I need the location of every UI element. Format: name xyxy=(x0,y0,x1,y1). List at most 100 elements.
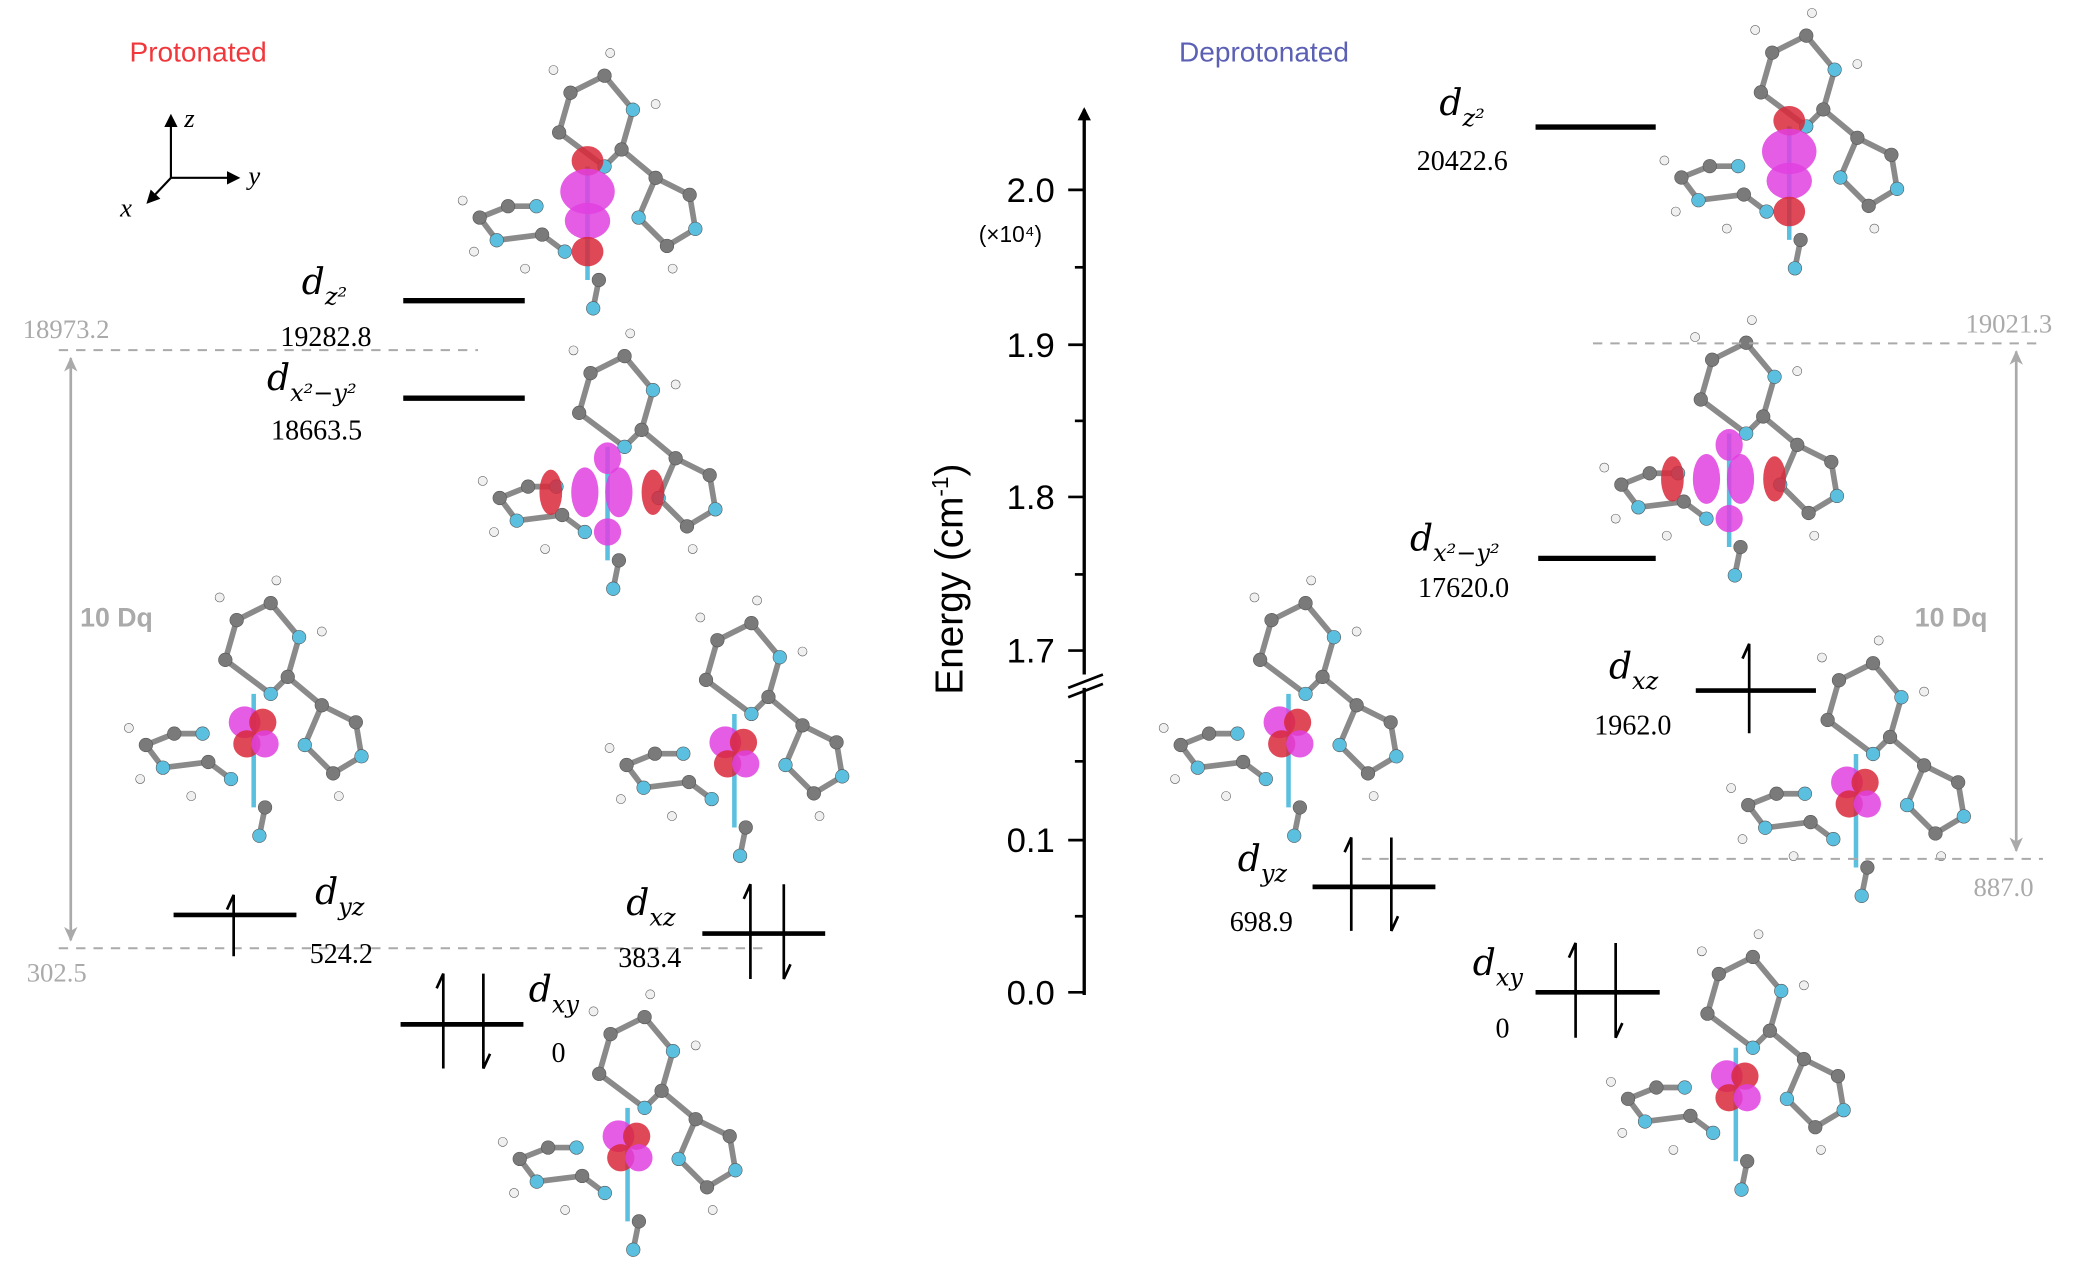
atom xyxy=(1711,966,1726,982)
atom xyxy=(229,613,244,628)
atom xyxy=(201,754,216,770)
atom xyxy=(616,794,626,804)
orbital-lobe xyxy=(605,467,633,518)
atom xyxy=(679,519,695,534)
atom xyxy=(1287,828,1302,843)
atom xyxy=(707,1205,718,1215)
atom xyxy=(500,199,516,214)
bond xyxy=(766,694,805,728)
atom xyxy=(1803,815,1818,830)
y-axis-label: y xyxy=(245,161,260,191)
atom xyxy=(1737,834,1748,844)
bond xyxy=(223,657,273,697)
bond xyxy=(1644,1113,1691,1125)
level-dxz: dxz 383.4 xyxy=(618,882,826,980)
orbital-lobe xyxy=(571,236,604,267)
atom xyxy=(1917,758,1932,773)
atom xyxy=(1236,754,1251,770)
atom xyxy=(1676,494,1691,509)
atom xyxy=(688,221,703,237)
atom xyxy=(1793,232,1808,248)
bond xyxy=(642,1015,676,1053)
orbital-lobe xyxy=(625,1144,653,1172)
atom xyxy=(1693,392,1708,407)
atom xyxy=(1360,766,1376,781)
atom xyxy=(625,328,636,339)
orbital-lobe xyxy=(539,469,563,515)
atom xyxy=(1801,505,1816,521)
eg-average-value: 19021.3 xyxy=(1965,309,2052,339)
bond xyxy=(1825,717,1875,757)
bond xyxy=(162,759,209,771)
energy-axis: 2.0 1.9 1.8 1.7 0.1 0.0 (×10⁴) Energy (cm-1) xyxy=(927,107,1104,1012)
atom xyxy=(1706,1125,1721,1140)
atom xyxy=(1829,488,1845,504)
level-dxz: dxz 1962.0 xyxy=(1594,643,1816,742)
atom xyxy=(1865,746,1881,762)
atom xyxy=(540,544,550,554)
orbital-lobe xyxy=(1715,505,1743,533)
orbital-lobe xyxy=(593,442,622,475)
atom xyxy=(1258,771,1273,787)
atom xyxy=(1889,181,1905,196)
atom xyxy=(591,272,606,288)
atom xyxy=(1606,1076,1616,1087)
axis-break xyxy=(1067,673,1104,690)
atom xyxy=(326,766,341,781)
atom xyxy=(348,715,363,730)
atom xyxy=(535,227,550,242)
electron-spin-arrow xyxy=(742,883,752,979)
molecule-orbital-image xyxy=(124,575,369,843)
level-dxy: dxy 0 xyxy=(400,969,579,1070)
atom xyxy=(1762,1023,1777,1038)
atom xyxy=(1830,1069,1846,1084)
atom xyxy=(1796,1052,1812,1067)
atom xyxy=(1326,630,1342,645)
atom xyxy=(512,1151,527,1167)
atom xyxy=(1747,315,1757,325)
atom xyxy=(509,513,524,528)
atom xyxy=(1767,369,1782,384)
level-value: 20422.6 xyxy=(1417,146,1508,177)
level-dxy: dxy 0 xyxy=(1473,942,1660,1045)
atom xyxy=(1221,791,1231,801)
orbital-lobe xyxy=(1731,1062,1759,1090)
atom xyxy=(625,102,641,117)
atom xyxy=(457,195,468,206)
level-dx2-y2: dx²−y² 18663.5 xyxy=(267,357,525,447)
level-dz2: dz² 19282.8 xyxy=(280,261,525,353)
level-value: 1962.0 xyxy=(1594,711,1671,742)
atom xyxy=(1726,783,1736,793)
orbital-lobe xyxy=(623,1122,651,1150)
atom xyxy=(688,1112,703,1127)
atom xyxy=(1253,652,1268,667)
atom xyxy=(1306,575,1317,586)
bond xyxy=(1750,955,1784,993)
atom xyxy=(1854,888,1869,903)
atom xyxy=(1884,147,1899,162)
atom xyxy=(155,760,170,775)
orbital-lobe xyxy=(1283,708,1312,736)
bond xyxy=(1303,601,1337,639)
atom xyxy=(631,1214,647,1229)
orbital-lobe xyxy=(732,750,760,778)
bond xyxy=(516,512,563,524)
atom xyxy=(695,612,706,623)
orbital-label: dx²−y² xyxy=(267,357,357,407)
atom xyxy=(1753,929,1764,940)
atom xyxy=(509,1188,519,1198)
atom xyxy=(1674,170,1689,185)
electron-spin-arrow xyxy=(1390,837,1400,932)
atom xyxy=(722,1129,737,1144)
orbital-label: dxy xyxy=(1473,942,1524,992)
atom xyxy=(1928,826,1943,841)
atom xyxy=(1850,130,1865,145)
atom xyxy=(605,48,616,58)
atom xyxy=(1894,690,1909,705)
atom xyxy=(631,210,646,225)
bond xyxy=(619,147,658,181)
atom xyxy=(1852,59,1863,69)
atom xyxy=(557,244,572,259)
molecule-orbital-image xyxy=(1599,315,1845,583)
atom xyxy=(1731,159,1746,174)
